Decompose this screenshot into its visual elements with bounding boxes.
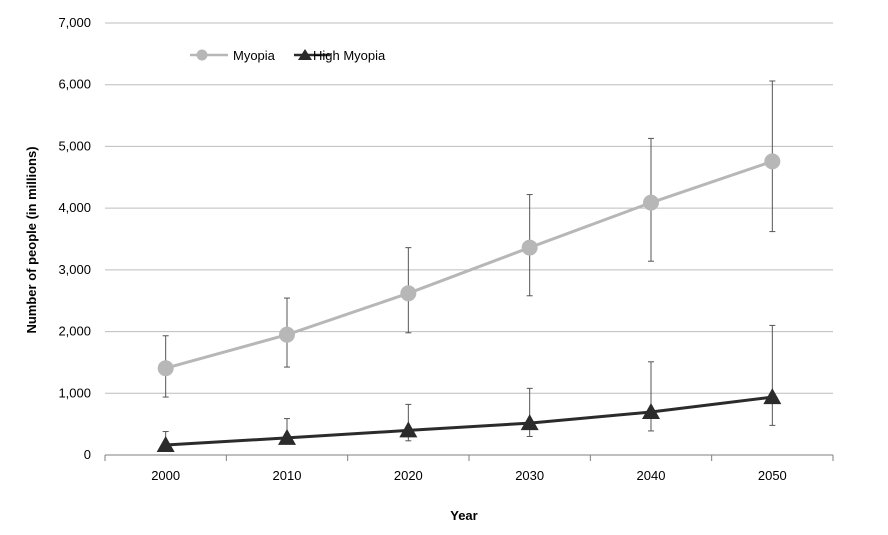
data-point-triangle: [399, 421, 418, 438]
data-point-triangle: [763, 388, 782, 405]
y-tick-label: 3,000: [58, 262, 91, 277]
legend: Myopia High Myopia: [190, 48, 386, 63]
axes: 0 1,000 2,000 3,000 4,000 5,000 6,000 7,000 2000…: [58, 15, 834, 483]
legend-item: High Myopia: [294, 48, 386, 63]
data-point-circle: [643, 194, 659, 211]
y-tick-label: 6,000: [58, 77, 91, 92]
x-tick-label: 2020: [394, 468, 423, 483]
y-tick-label: 7,000: [58, 15, 91, 30]
x-tick-label: 2030: [515, 468, 544, 483]
legend-label: Myopia: [233, 48, 276, 63]
legend-triangle-icon: [298, 49, 312, 60]
y-tick-label: 5,000: [58, 138, 91, 153]
y-tick-label: 2,000: [58, 324, 91, 339]
data-point-circle: [279, 326, 295, 343]
x-tick-label: 2040: [637, 468, 666, 483]
legend-item: Myopia: [190, 48, 276, 63]
data-point-triangle: [642, 403, 660, 420]
data-point-circle: [400, 285, 417, 302]
series-line-myopia: [165, 159, 773, 370]
series-line-high-myopia: [165, 395, 773, 447]
x-tick-label: 2010: [273, 468, 302, 483]
data-point-circle: [521, 239, 538, 256]
error-bars: [162, 80, 776, 450]
x-axis-title: Year: [450, 508, 477, 523]
y-tick-label: 4,000: [58, 200, 91, 215]
y-axis-title: Number of people (in millions): [24, 146, 39, 333]
data-point-circle: [764, 153, 781, 170]
y-tick-label: 1,000: [58, 385, 91, 400]
legend-label: High Myopia: [313, 48, 386, 63]
data-point-triangle: [156, 435, 175, 452]
x-tick-label: 2050: [758, 468, 787, 483]
y-tick-label: 0: [84, 447, 91, 462]
data-point-triangle: [520, 414, 539, 431]
gridlines: [105, 22, 833, 394]
legend-circle-icon: [196, 49, 208, 61]
x-tick-label: 2000: [151, 468, 180, 483]
data-point-triangle: [278, 428, 296, 445]
series-markers: [156, 153, 782, 452]
series-lines: [165, 159, 773, 447]
data-point-circle: [157, 360, 174, 377]
